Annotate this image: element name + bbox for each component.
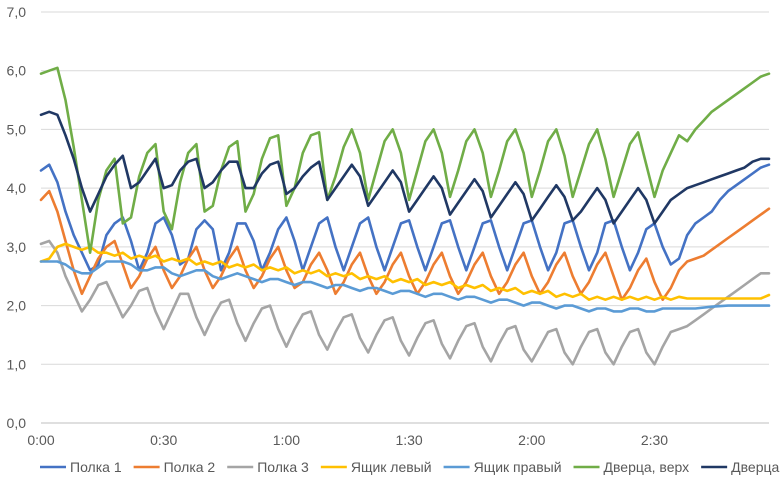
- series-lines: [39, 66, 771, 366]
- x-axis-tick-labels: 0:00 0:30 1:00 1:30 2:00 2:30: [27, 432, 668, 448]
- series-line-5: [39, 260, 771, 313]
- y-tick-label: 6,0: [7, 63, 27, 79]
- gridlines: [41, 11, 769, 365]
- legend-label: Дверца, верх: [604, 459, 690, 475]
- y-tick-label: 0,0: [7, 415, 27, 431]
- y-tick-label: 5,0: [7, 121, 27, 137]
- series-line-6: [39, 66, 771, 254]
- legend-label: Полка 2: [164, 459, 216, 475]
- series-line-4: [39, 242, 771, 301]
- x-tick-label: 0:30: [150, 432, 177, 448]
- legend: Полка 1 Полка 2 Полка 3 Ящик левый Ящик прав…: [40, 459, 780, 475]
- legend-label: Дверца, низ: [731, 459, 780, 475]
- y-axis-tick-labels: 0,0 1,0 2,0 3,0 4,0 5,0 6,0 7,0: [7, 4, 27, 431]
- legend-label: Ящик левый: [351, 459, 432, 475]
- y-tick-label: 7,0: [7, 4, 27, 20]
- x-tick-label: 1:30: [395, 432, 422, 448]
- legend-label: Полка 1: [70, 459, 122, 475]
- legend-label: Ящик правый: [474, 459, 562, 475]
- series-line-7: [39, 110, 771, 225]
- series-line-3: [39, 239, 771, 366]
- x-tick-label: 2:00: [518, 432, 545, 448]
- y-tick-label: 2,0: [7, 298, 27, 314]
- x-tick-label: 0:00: [27, 432, 54, 448]
- series-line-1: [39, 163, 771, 272]
- y-tick-label: 3,0: [7, 239, 27, 255]
- x-tick-label: 2:30: [641, 432, 668, 448]
- y-tick-label: 1,0: [7, 356, 27, 372]
- legend-label: Полка 3: [257, 459, 309, 475]
- y-tick-label: 4,0: [7, 180, 27, 196]
- x-tick-label: 1:00: [273, 432, 300, 448]
